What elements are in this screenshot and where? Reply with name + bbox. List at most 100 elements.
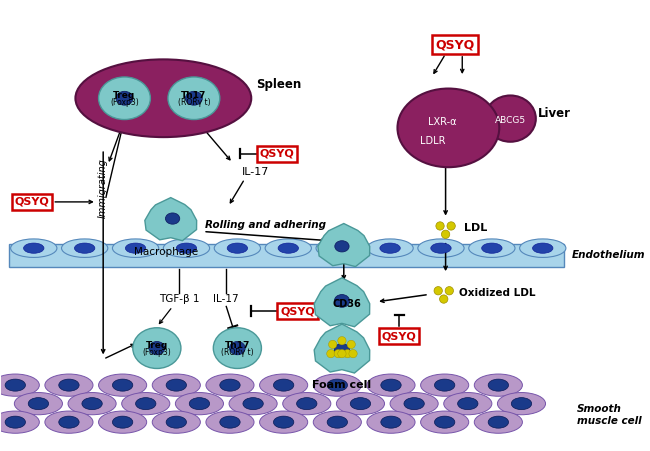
- Circle shape: [441, 230, 450, 239]
- Bar: [9, 244, 564, 267]
- Ellipse shape: [519, 239, 566, 258]
- Circle shape: [347, 340, 356, 349]
- Circle shape: [447, 222, 455, 230]
- Ellipse shape: [390, 392, 438, 415]
- Ellipse shape: [0, 411, 40, 433]
- Text: LXR-α: LXR-α: [428, 117, 456, 127]
- Text: IL-17: IL-17: [242, 167, 269, 177]
- Ellipse shape: [532, 243, 553, 253]
- Ellipse shape: [337, 392, 385, 415]
- Ellipse shape: [482, 243, 502, 253]
- Ellipse shape: [404, 398, 424, 410]
- Text: TGF-β 1: TGF-β 1: [159, 294, 200, 304]
- Ellipse shape: [259, 411, 307, 433]
- Text: Th17: Th17: [225, 341, 250, 350]
- Ellipse shape: [367, 374, 415, 396]
- Ellipse shape: [313, 374, 361, 396]
- Ellipse shape: [335, 241, 349, 252]
- Text: LDL: LDL: [464, 223, 488, 233]
- Ellipse shape: [166, 213, 179, 224]
- Ellipse shape: [99, 77, 150, 120]
- Ellipse shape: [136, 398, 156, 410]
- Ellipse shape: [10, 239, 57, 258]
- Text: ABCG5: ABCG5: [495, 116, 526, 125]
- Ellipse shape: [327, 379, 348, 391]
- Ellipse shape: [488, 379, 508, 391]
- Ellipse shape: [0, 374, 40, 396]
- Ellipse shape: [82, 398, 102, 410]
- Ellipse shape: [163, 239, 209, 258]
- Ellipse shape: [206, 374, 254, 396]
- Ellipse shape: [497, 392, 545, 415]
- Ellipse shape: [334, 295, 350, 307]
- Text: Treg: Treg: [146, 341, 168, 350]
- Ellipse shape: [458, 398, 478, 410]
- Ellipse shape: [5, 416, 25, 428]
- Ellipse shape: [58, 416, 79, 428]
- Text: QSYQ: QSYQ: [382, 331, 417, 341]
- Ellipse shape: [214, 239, 261, 258]
- Ellipse shape: [99, 411, 147, 433]
- Ellipse shape: [176, 392, 224, 415]
- Text: Treg: Treg: [113, 91, 136, 100]
- Ellipse shape: [220, 416, 240, 428]
- Ellipse shape: [444, 392, 492, 415]
- Text: Smooth
muscle cell: Smooth muscle cell: [577, 404, 642, 426]
- Ellipse shape: [227, 243, 248, 253]
- Ellipse shape: [45, 411, 93, 433]
- Ellipse shape: [168, 77, 220, 120]
- Circle shape: [445, 286, 454, 295]
- Ellipse shape: [68, 392, 116, 415]
- Ellipse shape: [152, 411, 200, 433]
- Ellipse shape: [122, 392, 170, 415]
- Ellipse shape: [229, 341, 245, 355]
- Ellipse shape: [474, 374, 523, 396]
- Ellipse shape: [265, 239, 311, 258]
- Text: Endothelium: Endothelium: [571, 250, 645, 260]
- Ellipse shape: [274, 416, 294, 428]
- Text: IL-17: IL-17: [213, 294, 239, 304]
- Ellipse shape: [512, 398, 532, 410]
- Ellipse shape: [45, 374, 93, 396]
- Text: Oxidized LDL: Oxidized LDL: [460, 288, 536, 298]
- Polygon shape: [145, 198, 197, 241]
- Text: QSYQ: QSYQ: [14, 197, 49, 207]
- Text: LDLR: LDLR: [420, 136, 445, 146]
- Ellipse shape: [418, 239, 464, 258]
- Text: Th17: Th17: [181, 91, 207, 100]
- Ellipse shape: [381, 379, 401, 391]
- Ellipse shape: [58, 379, 79, 391]
- Circle shape: [439, 295, 448, 303]
- Ellipse shape: [166, 379, 187, 391]
- Ellipse shape: [434, 379, 455, 391]
- Ellipse shape: [213, 328, 261, 368]
- Ellipse shape: [431, 243, 451, 253]
- Ellipse shape: [474, 411, 523, 433]
- Ellipse shape: [469, 239, 515, 258]
- Circle shape: [328, 340, 337, 349]
- Ellipse shape: [229, 392, 277, 415]
- Polygon shape: [318, 224, 370, 267]
- Ellipse shape: [185, 92, 202, 105]
- Circle shape: [349, 350, 358, 358]
- Ellipse shape: [116, 92, 133, 105]
- Ellipse shape: [5, 379, 25, 391]
- Ellipse shape: [75, 60, 252, 137]
- Ellipse shape: [28, 398, 49, 410]
- Text: Immigrating: Immigrating: [98, 158, 108, 218]
- Text: Liver: Liver: [538, 106, 571, 120]
- Text: (Foxp3): (Foxp3): [142, 348, 171, 357]
- Ellipse shape: [278, 243, 298, 253]
- Ellipse shape: [220, 379, 240, 391]
- Ellipse shape: [166, 416, 187, 428]
- Ellipse shape: [206, 411, 254, 433]
- Ellipse shape: [421, 374, 469, 396]
- Ellipse shape: [99, 374, 147, 396]
- Ellipse shape: [380, 243, 400, 253]
- Text: Rolling and adhering: Rolling and adhering: [205, 220, 326, 230]
- Ellipse shape: [125, 243, 146, 253]
- Ellipse shape: [112, 416, 133, 428]
- Ellipse shape: [316, 239, 362, 258]
- Ellipse shape: [112, 239, 159, 258]
- Ellipse shape: [334, 344, 350, 356]
